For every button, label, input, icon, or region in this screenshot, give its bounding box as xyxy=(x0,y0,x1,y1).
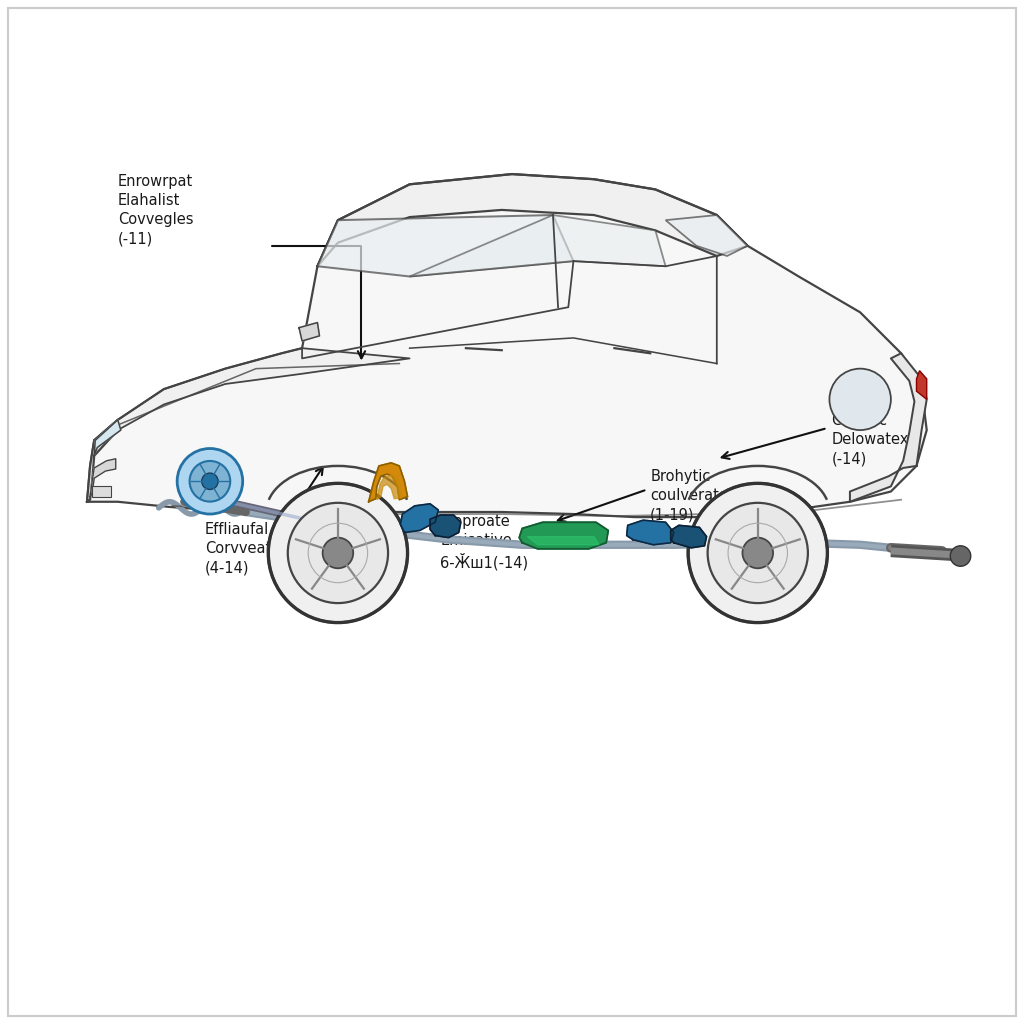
Polygon shape xyxy=(400,504,438,532)
FancyBboxPatch shape xyxy=(92,486,111,497)
Text: Effliaufal
Corvveated
(4-14): Effliaufal Corvveated (4-14) xyxy=(205,522,290,575)
Polygon shape xyxy=(377,475,401,500)
Polygon shape xyxy=(519,522,608,549)
Circle shape xyxy=(950,546,971,566)
Circle shape xyxy=(268,483,408,623)
Polygon shape xyxy=(916,371,927,399)
Polygon shape xyxy=(90,459,116,497)
Circle shape xyxy=(288,503,388,603)
Text: Brohytic
coulverated
(1-19): Brohytic coulverated (1-19) xyxy=(650,469,737,522)
Polygon shape xyxy=(317,174,748,266)
Polygon shape xyxy=(430,515,461,538)
Circle shape xyxy=(202,473,218,489)
Circle shape xyxy=(177,449,243,514)
Text: Catajtic
Delowatex
(-14): Catajtic Delowatex (-14) xyxy=(831,413,909,466)
Polygon shape xyxy=(850,353,927,502)
Polygon shape xyxy=(369,463,408,502)
Circle shape xyxy=(323,538,353,568)
Polygon shape xyxy=(317,215,573,276)
Polygon shape xyxy=(410,215,666,276)
Polygon shape xyxy=(627,520,674,545)
Polygon shape xyxy=(527,537,599,545)
Circle shape xyxy=(688,483,827,623)
Circle shape xyxy=(829,369,891,430)
Polygon shape xyxy=(87,420,118,502)
Circle shape xyxy=(189,461,230,502)
Text: Enrowrpat
Elahalist
Covvegles
(-11): Enrowrpat Elahalist Covvegles (-11) xyxy=(118,174,194,247)
Polygon shape xyxy=(94,420,121,456)
Polygon shape xyxy=(666,215,748,256)
Circle shape xyxy=(742,538,773,568)
Circle shape xyxy=(708,503,808,603)
Polygon shape xyxy=(87,174,927,517)
Polygon shape xyxy=(299,323,319,341)
Polygon shape xyxy=(671,525,707,548)
Polygon shape xyxy=(94,348,410,456)
Text: Aleproate
Emisative
6-Ӂш1(-14): Aleproate Emisative 6-Ӂш1(-14) xyxy=(440,514,528,570)
